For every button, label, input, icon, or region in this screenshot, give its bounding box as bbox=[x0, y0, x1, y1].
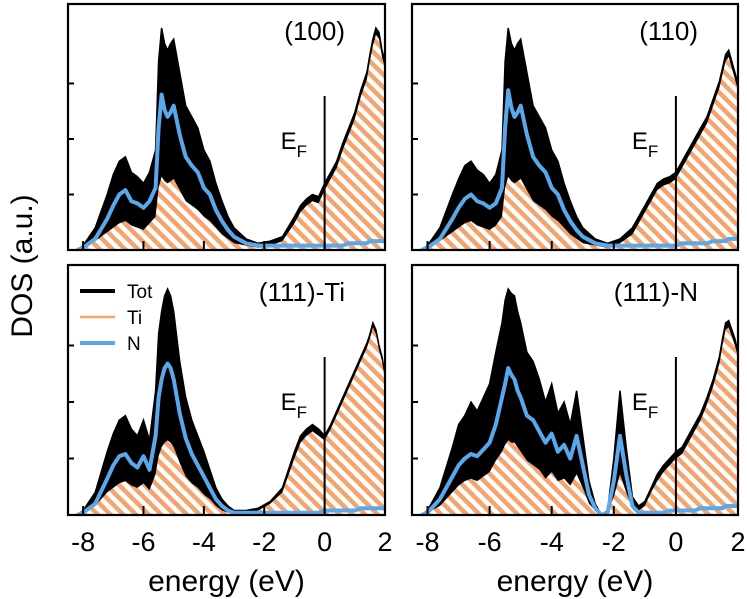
fermi-label: EF bbox=[632, 128, 658, 161]
legend-label-ti: Ti bbox=[127, 308, 142, 329]
legend: Tot Ti N bbox=[80, 282, 153, 355]
panel-title: (100) bbox=[284, 16, 345, 46]
series-ti-area bbox=[77, 327, 385, 515]
panel-frame bbox=[66, 263, 387, 517]
panel-frame bbox=[66, 2, 387, 252]
dos-panel: EF (110) bbox=[410, 2, 740, 252]
fermi-label: EF bbox=[281, 128, 307, 161]
series-n-line bbox=[420, 366, 738, 515]
series-ti-area bbox=[421, 56, 738, 250]
x-axis-label: energy (eV) bbox=[497, 565, 654, 598]
panel-title: (111)-N bbox=[614, 277, 698, 307]
fermi-label: EF bbox=[281, 389, 307, 422]
fermi-label: EF bbox=[632, 389, 658, 422]
x-tick-label: -4 bbox=[540, 527, 564, 557]
x-tick-label: 0 bbox=[317, 527, 332, 557]
x-tick-label: -2 bbox=[252, 527, 276, 557]
x-axis-label: energy (eV) bbox=[148, 565, 305, 598]
panel-title: (110) bbox=[639, 16, 698, 46]
x-tick-label: -2 bbox=[602, 527, 626, 557]
plot-area bbox=[75, 287, 385, 515]
legend-label-tot: Tot bbox=[127, 282, 153, 303]
series-ti-area bbox=[77, 34, 385, 250]
series-n-line bbox=[420, 88, 738, 250]
x-tick-label: -6 bbox=[478, 527, 502, 557]
plot-area bbox=[420, 287, 738, 515]
panel-title: (111)-Ti bbox=[259, 277, 345, 307]
y-axis-label: DOS (a.u.) bbox=[6, 194, 39, 337]
x-tick-label: 2 bbox=[730, 527, 745, 557]
legend-label-n: N bbox=[127, 334, 141, 355]
series-ti-area bbox=[421, 327, 738, 515]
x-tick-label: -8 bbox=[71, 527, 95, 557]
x-tick-label: -8 bbox=[416, 527, 440, 557]
series-n-line bbox=[76, 361, 385, 515]
dos-panel: EF -8 -6 -4 -2 0 2 (111)-N energy (eV) bbox=[410, 263, 746, 598]
plot-area bbox=[75, 26, 385, 250]
panels-group: EF (100) EF (110) EF -8 -6 -4 -2 0 2 (111)-Ti energy… bbox=[66, 2, 746, 598]
panel-frame bbox=[410, 263, 740, 517]
panel-frame bbox=[410, 2, 740, 252]
x-tick-label: -6 bbox=[131, 527, 155, 557]
x-tick-label: -4 bbox=[192, 527, 216, 557]
series-n-line bbox=[76, 92, 385, 250]
x-tick-label: 2 bbox=[377, 527, 392, 557]
x-tick-label: 0 bbox=[668, 527, 683, 557]
plot-area bbox=[420, 27, 738, 250]
dos-panel: EF -8 -6 -4 -2 0 2 (111)-Ti energy (eV) bbox=[66, 263, 393, 598]
dos-panel: EF (100) bbox=[66, 2, 387, 252]
